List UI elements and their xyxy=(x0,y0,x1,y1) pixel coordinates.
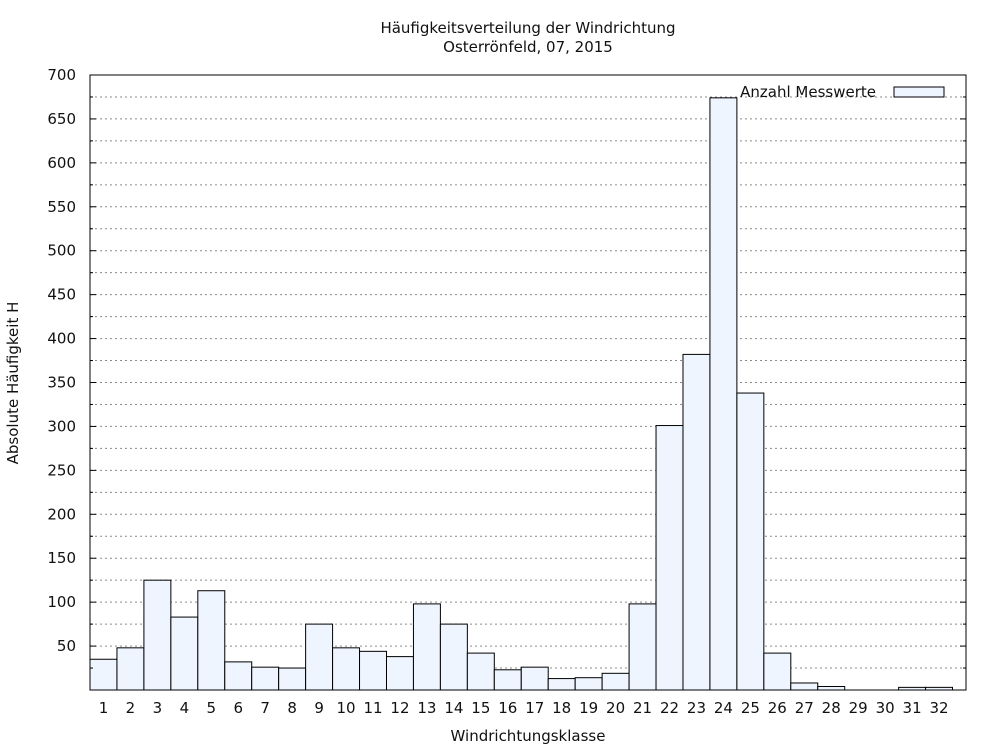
plot-frame xyxy=(89,74,967,691)
bar xyxy=(439,623,468,691)
bar xyxy=(466,652,495,691)
y-axis-title: Absolute Häufigkeit H xyxy=(4,302,22,465)
bar xyxy=(709,97,738,691)
x-tick-label: 11 xyxy=(363,699,382,717)
bar xyxy=(493,669,522,691)
x-tick-label: 31 xyxy=(903,699,922,717)
x-tick-label: 16 xyxy=(498,699,517,717)
bar xyxy=(251,666,280,691)
bars xyxy=(89,97,954,691)
bar xyxy=(305,623,334,691)
x-tick-label: 23 xyxy=(687,699,706,717)
legend-label: Anzahl Messwerte xyxy=(740,83,876,101)
x-axis-title: Windrichtungsklasse xyxy=(451,727,606,745)
y-tick-label: 250 xyxy=(47,461,76,479)
y-tick-label: 550 xyxy=(47,198,76,216)
bar xyxy=(412,603,441,691)
y-tick-label: 200 xyxy=(47,505,76,523)
bar xyxy=(224,661,253,691)
x-tick-label: 26 xyxy=(768,699,787,717)
x-tick-label: 22 xyxy=(660,699,679,717)
x-tick-label: 7 xyxy=(260,699,270,717)
bar xyxy=(655,425,684,691)
legend-swatch xyxy=(893,86,945,98)
bar xyxy=(89,658,118,691)
y-tick-label: 300 xyxy=(47,417,76,435)
x-tick-label: 17 xyxy=(525,699,544,717)
bar xyxy=(385,656,414,691)
y-tick-label: 450 xyxy=(47,286,76,304)
bar xyxy=(547,678,576,691)
bar xyxy=(143,579,172,691)
chart-subtitle: Osterrönfeld, 07, 2015 xyxy=(443,38,613,56)
y-tick-label: 650 xyxy=(47,110,76,128)
x-tick-label: 24 xyxy=(714,699,733,717)
x-tick-label: 4 xyxy=(180,699,190,717)
bar xyxy=(197,590,226,691)
x-tick-label: 25 xyxy=(741,699,760,717)
x-tick-label: 32 xyxy=(929,699,948,717)
bar xyxy=(763,652,792,691)
x-tick-label: 8 xyxy=(287,699,297,717)
x-tick-label: 10 xyxy=(337,699,356,717)
bar xyxy=(278,667,307,691)
x-tick-label: 2 xyxy=(126,699,136,717)
bar xyxy=(790,682,819,691)
x-tick-label: 28 xyxy=(822,699,841,717)
grid-lines xyxy=(90,96,966,669)
x-tick-label: 20 xyxy=(606,699,625,717)
x-tick-label: 19 xyxy=(579,699,598,717)
bar xyxy=(682,353,711,691)
bar xyxy=(359,650,387,691)
x-tick-label: 3 xyxy=(153,699,163,717)
y-tick-label: 350 xyxy=(47,374,76,392)
bar xyxy=(601,672,630,691)
x-tick-label: 15 xyxy=(471,699,490,717)
x-tick-label: 5 xyxy=(207,699,217,717)
bar xyxy=(574,677,603,691)
y-tick-label: 600 xyxy=(47,154,76,172)
legend: Anzahl Messwerte xyxy=(740,83,945,101)
bar xyxy=(170,616,199,691)
bar xyxy=(332,647,361,691)
y-tick-label: 150 xyxy=(47,549,76,567)
x-tick-label: 14 xyxy=(444,699,463,717)
x-tick-label: 27 xyxy=(795,699,814,717)
bar xyxy=(116,647,145,691)
x-tick-label: 6 xyxy=(233,699,243,717)
x-tick-label: 12 xyxy=(390,699,409,717)
x-tick-label: 21 xyxy=(633,699,652,717)
x-tick-label: 29 xyxy=(849,699,868,717)
x-tick-label: 1 xyxy=(99,699,109,717)
x-tick-label: 30 xyxy=(876,699,895,717)
x-tick-label: 18 xyxy=(552,699,571,717)
axes: 50 100 150 200 250 300 350 400 450 500 550 600 650 70… xyxy=(47,66,966,717)
bar xyxy=(817,685,846,691)
y-tick-label: 400 xyxy=(47,330,76,348)
bar xyxy=(628,603,657,691)
x-tick-label: 13 xyxy=(417,699,436,717)
y-tick-label: 500 xyxy=(47,242,76,260)
chart-title: Häufigkeitsverteilung der Windrichtung xyxy=(380,19,675,37)
bar xyxy=(736,392,765,691)
bar xyxy=(520,666,549,691)
y-tick-label: 100 xyxy=(47,593,76,611)
y-tick-label: 50 xyxy=(57,637,76,655)
x-tick-label: 9 xyxy=(314,699,324,717)
y-tick-label: 700 xyxy=(47,66,76,84)
